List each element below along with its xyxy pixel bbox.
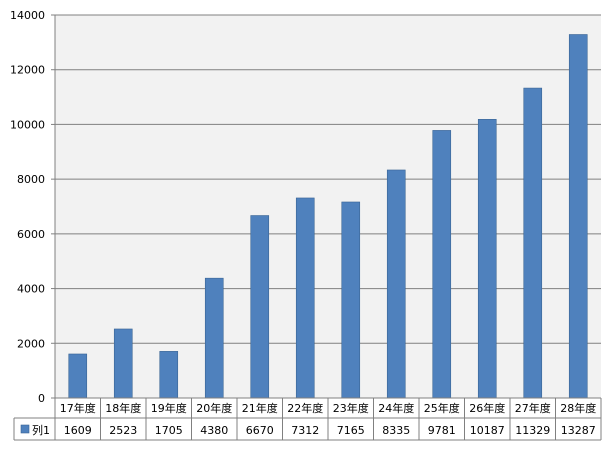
y-tick-label: 0 xyxy=(38,392,45,405)
bar xyxy=(204,277,224,399)
bar xyxy=(159,351,179,399)
data-table-value: 9781 xyxy=(428,424,456,437)
category-label: 27年度 xyxy=(515,401,551,415)
bar xyxy=(113,328,133,399)
bar xyxy=(477,119,497,399)
y-tick-label: 14000 xyxy=(10,9,45,22)
bar xyxy=(523,87,543,399)
category-label: 28年度 xyxy=(560,401,596,415)
legend-label: 列1 xyxy=(32,423,50,437)
bar xyxy=(250,215,270,399)
data-table-value: 7165 xyxy=(337,424,365,437)
data-table-value: 13287 xyxy=(561,424,596,437)
y-tick-label: 10000 xyxy=(10,118,45,131)
category-label: 21年度 xyxy=(242,401,278,415)
data-table-value: 1609 xyxy=(64,424,92,437)
bar xyxy=(68,353,88,399)
bar xyxy=(568,34,588,399)
bar xyxy=(386,169,406,399)
data-table-value: 10187 xyxy=(470,424,505,437)
data-table-value: 4380 xyxy=(200,424,228,437)
data-table-value: 1705 xyxy=(155,424,183,437)
category-label: 18年度 xyxy=(105,401,141,415)
category-label: 24年度 xyxy=(378,401,414,415)
plot-area xyxy=(55,15,601,398)
category-label: 20年度 xyxy=(196,401,232,415)
y-tick-label: 2000 xyxy=(17,337,45,350)
data-table-value: 2523 xyxy=(109,424,137,437)
legend-swatch xyxy=(20,424,30,434)
category-label: 26年度 xyxy=(469,401,505,415)
category-label: 22年度 xyxy=(287,401,323,415)
data-table-value: 6670 xyxy=(246,424,274,437)
data-table-value: 11329 xyxy=(515,424,550,437)
y-tick-label: 12000 xyxy=(10,64,45,77)
data-table-value: 8335 xyxy=(382,424,410,437)
bar xyxy=(341,201,361,399)
category-label: 17年度 xyxy=(60,401,96,415)
data-table-value: 7312 xyxy=(291,424,319,437)
y-tick-label: 6000 xyxy=(17,228,45,241)
bar xyxy=(432,130,452,399)
category-label: 25年度 xyxy=(424,401,460,415)
y-tick-label: 4000 xyxy=(17,283,45,296)
category-label: 19年度 xyxy=(151,401,187,415)
category-label: 23年度 xyxy=(333,401,369,415)
bar xyxy=(295,197,315,399)
y-tick-label: 8000 xyxy=(17,173,45,186)
